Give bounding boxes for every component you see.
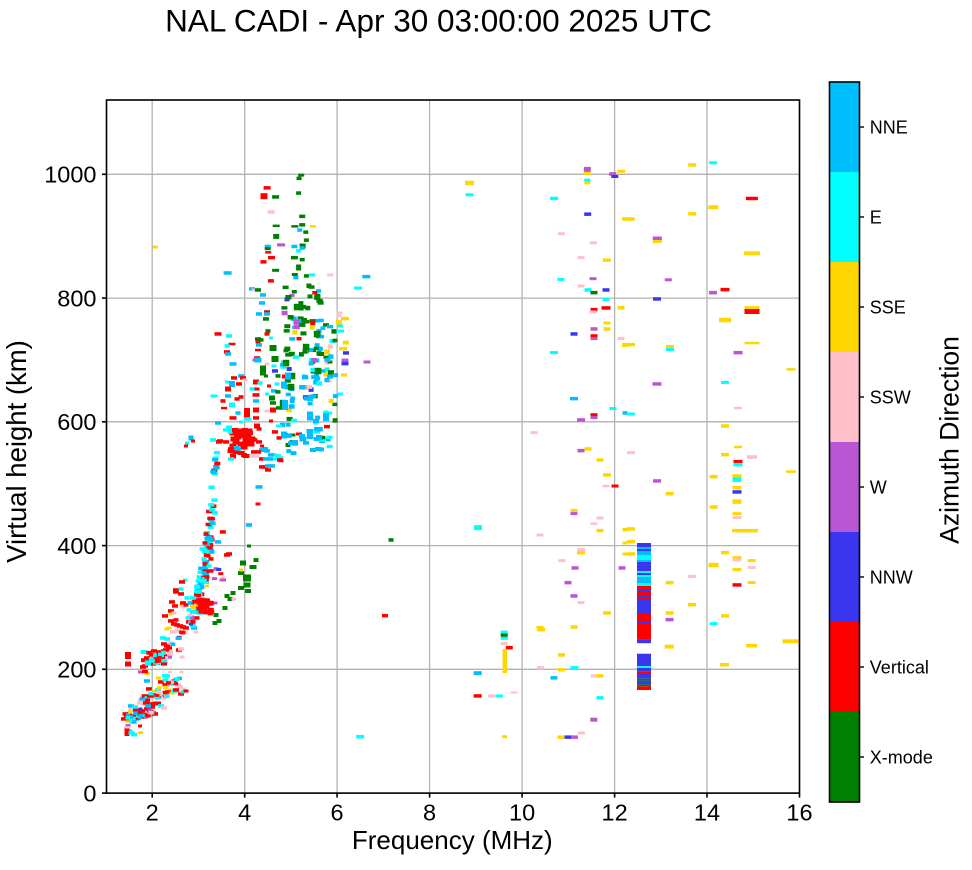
svg-text:6: 6 [331,800,344,826]
svg-text:X-mode: X-mode [870,747,933,767]
svg-text:12: 12 [602,800,628,826]
svg-text:2: 2 [146,800,159,826]
svg-text:8: 8 [423,800,436,826]
svg-text:Azimuth Direction: Azimuth Direction [935,336,965,544]
svg-text:14: 14 [694,800,720,826]
svg-text:4: 4 [238,800,251,826]
svg-text:SSE: SSE [870,297,906,317]
svg-text:Virtual height (km): Virtual height (km) [1,340,32,563]
svg-text:NNW: NNW [870,567,913,587]
svg-text:NAL CADI - Apr 30 03:00:00 202: NAL CADI - Apr 30 03:00:00 2025 UTC [165,3,712,39]
svg-text:W: W [870,477,887,497]
svg-text:600: 600 [57,409,96,435]
svg-text:1000: 1000 [44,162,96,188]
svg-text:Vertical: Vertical [870,657,929,677]
svg-text:400: 400 [57,533,96,559]
svg-text:E: E [870,207,882,227]
svg-text:800: 800 [57,285,96,311]
svg-text:NNE: NNE [870,117,908,137]
svg-text:SSW: SSW [870,387,911,407]
svg-text:Frequency (MHz): Frequency (MHz) [352,825,553,855]
svg-text:10: 10 [509,800,535,826]
svg-text:0: 0 [83,780,96,806]
svg-text:16: 16 [786,800,812,826]
svg-text:200: 200 [57,657,96,683]
